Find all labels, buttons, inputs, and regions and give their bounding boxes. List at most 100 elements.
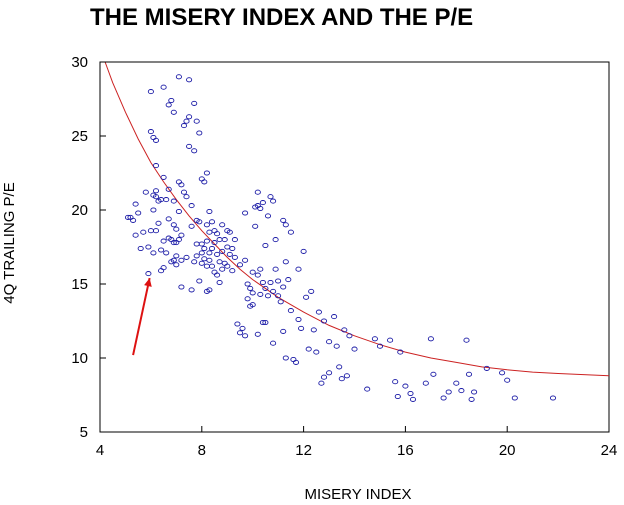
x-tick-label: 8	[198, 442, 206, 459]
data-point	[310, 327, 317, 333]
data-point	[203, 170, 210, 176]
data-point	[214, 251, 221, 257]
data-point	[160, 174, 167, 180]
data-point	[226, 229, 233, 235]
data-point	[249, 302, 256, 308]
data-point	[147, 89, 154, 95]
data-point	[132, 201, 139, 207]
data-point	[320, 374, 328, 380]
data-point	[303, 294, 310, 300]
data-point	[242, 210, 249, 216]
data-point	[270, 288, 277, 294]
x-tick-label: 4	[96, 442, 104, 459]
data-point	[224, 263, 231, 269]
data-point	[463, 337, 470, 343]
data-point	[440, 395, 447, 401]
data-point	[219, 248, 226, 254]
data-point	[178, 257, 185, 263]
data-point	[343, 373, 350, 379]
data-point	[152, 137, 160, 143]
data-point	[234, 321, 241, 327]
data-point	[203, 222, 210, 228]
data-point	[170, 198, 177, 204]
data-point	[275, 293, 282, 299]
data-point	[264, 213, 272, 219]
y-tick-label: 10	[71, 350, 88, 367]
data-point	[208, 263, 216, 269]
data-point	[160, 238, 167, 244]
data-point	[483, 365, 490, 371]
data-point	[191, 100, 198, 106]
data-point	[453, 380, 460, 386]
data-point	[394, 393, 401, 400]
data-point	[295, 316, 302, 323]
data-point	[163, 250, 170, 256]
data-point	[236, 262, 244, 268]
data-point	[150, 250, 157, 256]
data-point	[402, 383, 409, 389]
data-point	[152, 163, 160, 169]
data-point	[397, 349, 404, 355]
data-point	[287, 308, 294, 314]
data-point	[165, 216, 172, 222]
data-point	[135, 210, 142, 216]
data-point	[292, 359, 300, 365]
data-point	[262, 285, 269, 291]
data-point	[196, 219, 203, 225]
data-point	[259, 279, 266, 286]
y-tick-label: 30	[71, 54, 88, 71]
data-point	[147, 129, 154, 135]
data-point	[468, 396, 475, 402]
fit-curve-layer	[104, 61, 610, 377]
data-point	[229, 268, 236, 274]
data-point	[208, 245, 216, 252]
data-point	[277, 299, 284, 305]
data-point	[168, 97, 175, 104]
data-point	[180, 189, 188, 195]
data-point	[132, 232, 139, 238]
data-point	[259, 319, 266, 326]
data-point	[216, 279, 223, 286]
y-tick-label: 5	[80, 424, 88, 441]
data-point	[203, 238, 210, 244]
y-axis-ticks: 5 10 15 20 25 30	[71, 54, 106, 441]
data-point	[315, 309, 322, 315]
data-point	[257, 291, 264, 297]
data-point	[267, 194, 274, 200]
data-point	[160, 84, 167, 90]
data-point	[196, 278, 203, 284]
data-point	[458, 388, 465, 394]
data-point	[183, 254, 190, 260]
data-point	[206, 250, 213, 256]
data-point	[244, 281, 251, 287]
data-point	[320, 318, 328, 324]
arrow-annotation	[132, 277, 152, 356]
data-point	[158, 247, 165, 253]
data-point	[270, 198, 277, 204]
data-point	[364, 386, 371, 392]
data-point	[219, 266, 226, 272]
data-point	[422, 380, 429, 386]
data-point	[295, 266, 302, 272]
fit-curve	[104, 61, 610, 377]
data-point	[244, 296, 251, 302]
data-point	[282, 259, 289, 265]
data-point	[254, 331, 261, 337]
data-point	[275, 278, 282, 284]
data-point	[313, 349, 320, 355]
data-point	[430, 371, 437, 377]
data-point	[331, 314, 338, 320]
data-point	[188, 223, 195, 229]
data-point	[231, 237, 238, 243]
data-point	[183, 118, 190, 124]
data-point	[173, 262, 180, 268]
data-point	[173, 226, 180, 232]
data-point	[499, 370, 506, 376]
data-points	[124, 74, 557, 402]
y-tick-label: 15	[71, 276, 88, 293]
x-tick-label: 20	[499, 442, 516, 459]
data-point	[336, 364, 343, 370]
data-point	[254, 272, 261, 278]
x-axis-ticks: 4 8 12 16 20 24	[96, 426, 617, 459]
data-point	[226, 251, 233, 257]
